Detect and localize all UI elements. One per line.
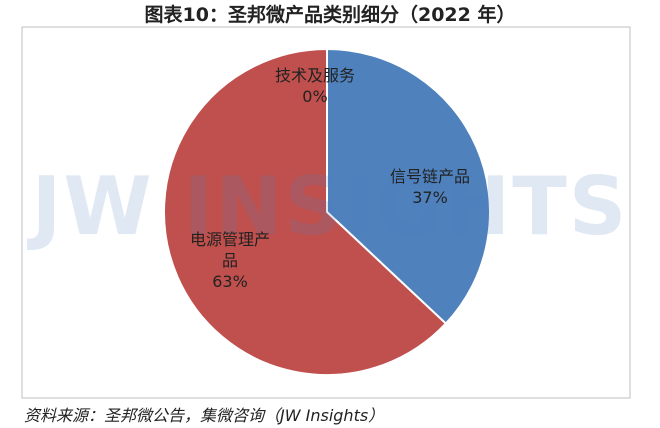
slice-label: 电源管理产品: [189, 230, 270, 270]
value-label: 0%: [302, 87, 328, 106]
pie-slice: [326, 47, 491, 325]
value-label: 37%: [412, 188, 448, 207]
chart-title: 图表10：圣邦微产品类别细分（2022 年）: [144, 4, 516, 26]
slice-label: 信号链产品: [389, 167, 470, 186]
source-note: 资料来源：圣邦微公告，集微咨询（JW Insights）: [24, 406, 385, 425]
slice-label: 技术及服务: [274, 66, 355, 85]
pie-slice: [163, 47, 448, 376]
value-label: 63%: [212, 272, 248, 291]
pie: [163, 47, 491, 376]
watermark: JW INSIGHTS: [27, 160, 629, 253]
